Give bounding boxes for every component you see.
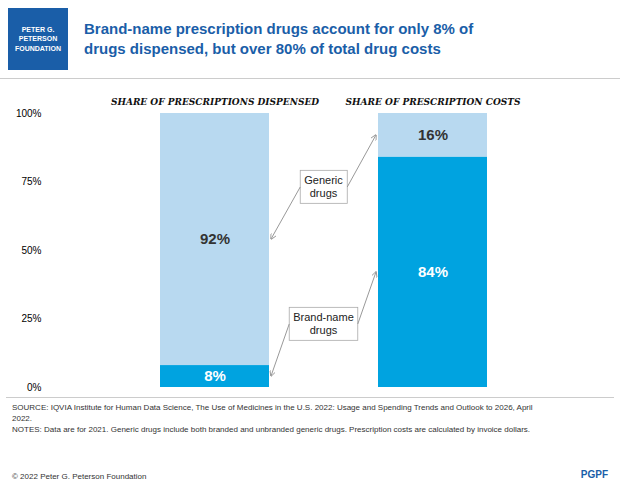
html-text:PGPF: PGPF [580,469,608,480]
svg-text:50%: 50% [21,245,41,256]
svg-text:SHARE OF PRESCRIPTION COSTS: SHARE OF PRESCRIPTION COSTS [346,97,521,107]
svg-text:Brand-namedrugs: Brand-namedrugs [293,311,354,336]
svg-text:SHARE OF PRESCRIPTIONS DISPENS: SHARE OF PRESCRIPTIONS DISPENSED [111,97,319,107]
svg-text:8%: 8% [204,367,226,384]
html-text:Brand-name prescription drugs: Brand-name prescription drugs account fo… [84,19,474,57]
svg-text:100%: 100% [16,108,42,119]
svg-text:Genericdrugs: Genericdrugs [304,174,343,199]
html-text:PETER G. PETERSON FOUNDATION: PETER G. PETERSON FOUNDATION [14,26,62,52]
svg-text:84%: 84% [418,263,448,280]
svg-text:92%: 92% [200,230,230,247]
html-text:© 2022 Peter G. Peterson Found: © 2022 Peter G. Peterson Foundation [12,471,147,481]
svg-text:75%: 75% [21,176,41,187]
html-text:SOURCE: IQVIA Institute for Hu: SOURCE: IQVIA Institute for Human Data S… [12,403,533,435]
svg-text:16%: 16% [418,126,448,143]
svg-text:25%: 25% [21,313,41,324]
svg-text:0%: 0% [27,382,42,393]
